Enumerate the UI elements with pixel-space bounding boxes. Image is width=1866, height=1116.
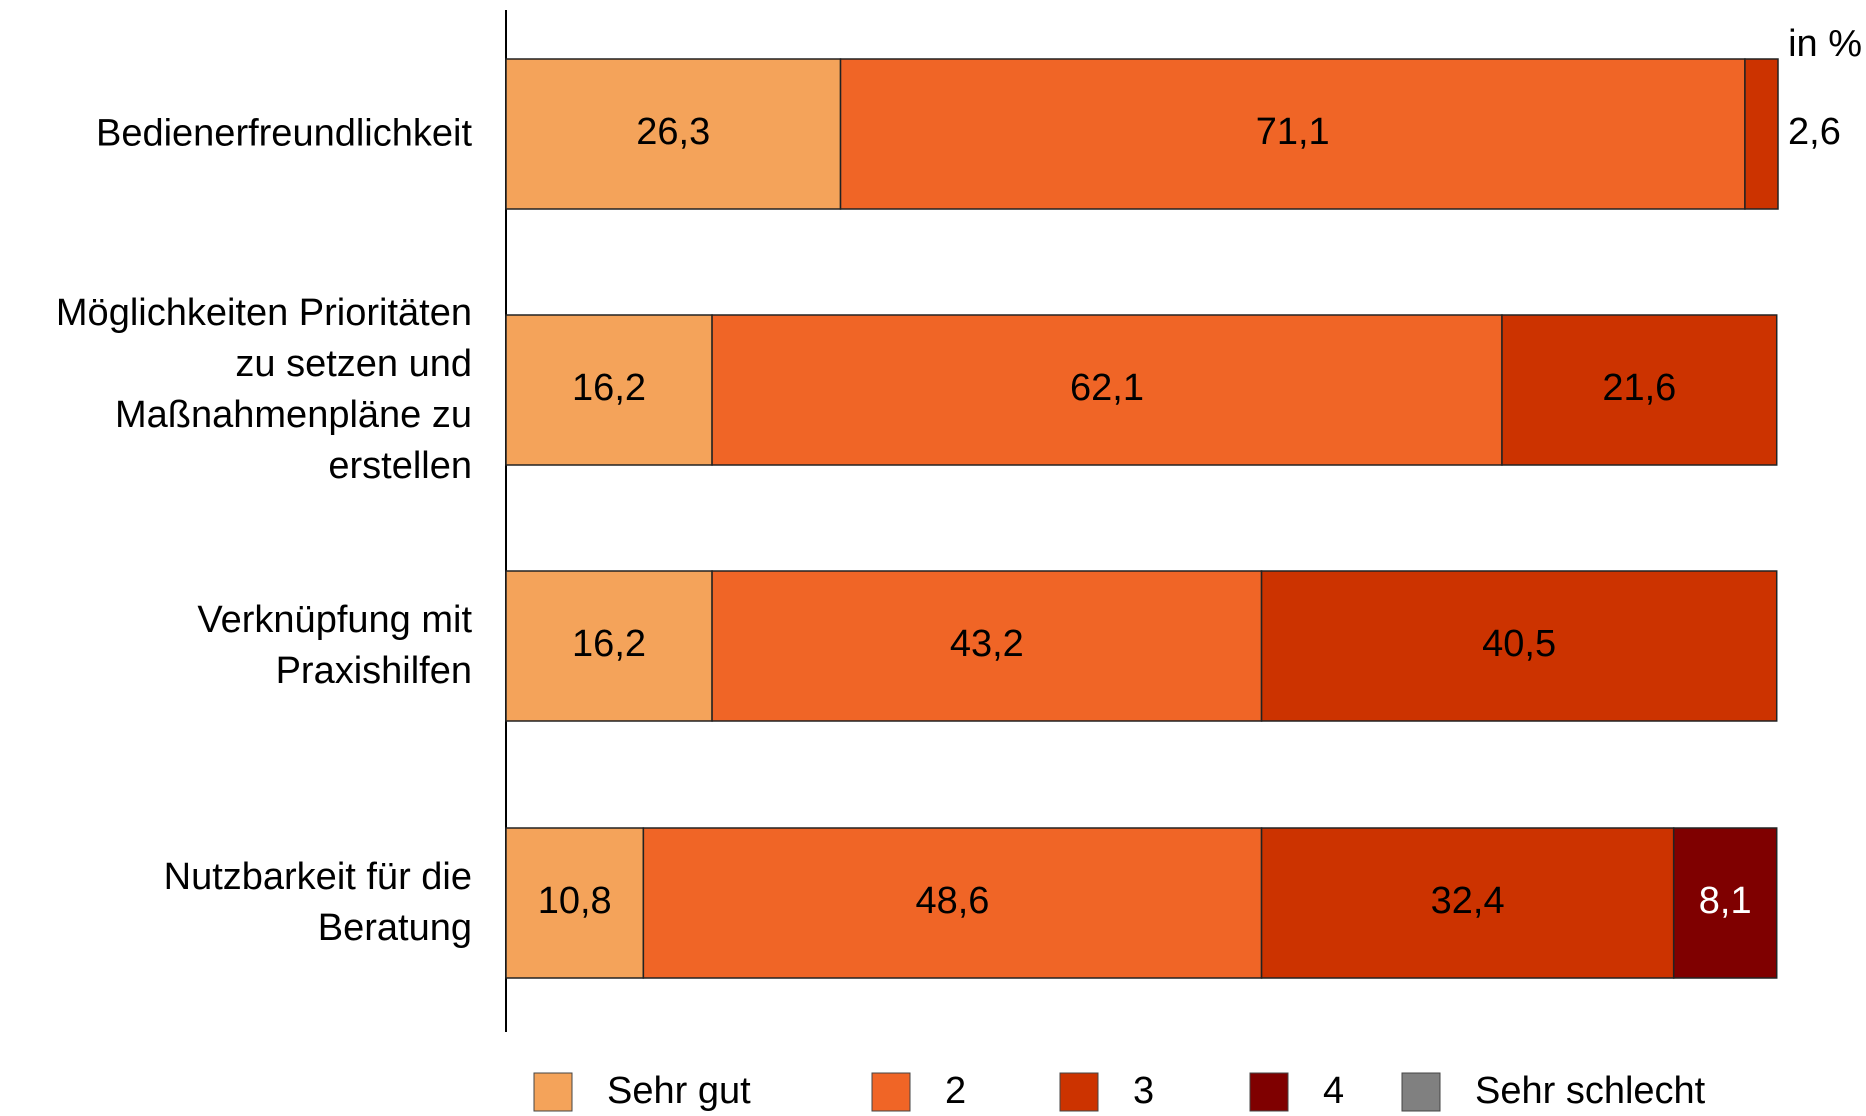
bar-segment: [711, 570, 1263, 722]
legend-label: 3: [1133, 1070, 1154, 1112]
legend-label: 4: [1323, 1070, 1344, 1112]
legend-swatch: [871, 1072, 911, 1112]
value-label: 32,4: [1431, 880, 1505, 922]
value-label: 40,5: [1482, 623, 1556, 665]
bar-segment: [839, 58, 1746, 210]
bar-segment: [1501, 314, 1778, 466]
value-label: 26,3: [636, 111, 710, 153]
category-label: Verknüpfung mit Praxishilfen: [197, 599, 472, 692]
bar-segment: [1672, 827, 1778, 979]
bar-segment: [505, 314, 713, 466]
value-label: 16,2: [572, 367, 646, 409]
bar-segment: [642, 827, 1263, 979]
value-label: 16,2: [572, 623, 646, 665]
bar-segment: [1260, 827, 1675, 979]
value-label: 8,1: [1699, 880, 1752, 922]
legend-swatch: [1059, 1072, 1099, 1112]
legend-label: Sehr schlecht: [1475, 1070, 1706, 1112]
value-label: 71,1: [1256, 111, 1330, 153]
bar-segment: [505, 58, 842, 210]
bar-segment: [1260, 570, 1778, 722]
legend-swatch: [533, 1072, 573, 1112]
value-label: 48,6: [915, 880, 989, 922]
legend-swatch: [1401, 1072, 1441, 1112]
legend-label: 2: [945, 1070, 966, 1112]
value-label: 43,2: [950, 623, 1024, 665]
unit-annotation: in %: [1788, 23, 1862, 65]
legend-label: Sehr gut: [607, 1070, 751, 1112]
legend-swatch: [1249, 1072, 1289, 1112]
value-label: 21,6: [1602, 367, 1676, 409]
value-label: 2,6: [1788, 111, 1841, 153]
bar-segment: [505, 827, 645, 979]
bar-segment: [1744, 58, 1779, 210]
category-label: Nutzbarkeit für die Beratung: [163, 856, 472, 949]
category-label: Möglichkeiten Prioritäten zu setzen und …: [55, 292, 472, 487]
category-label: Bedienerfreundlichkeit: [95, 112, 472, 155]
bar-segment: [505, 570, 713, 722]
value-label: 62,1: [1070, 367, 1144, 409]
bar-segment: [711, 314, 1503, 466]
value-label: 10,8: [538, 880, 612, 922]
